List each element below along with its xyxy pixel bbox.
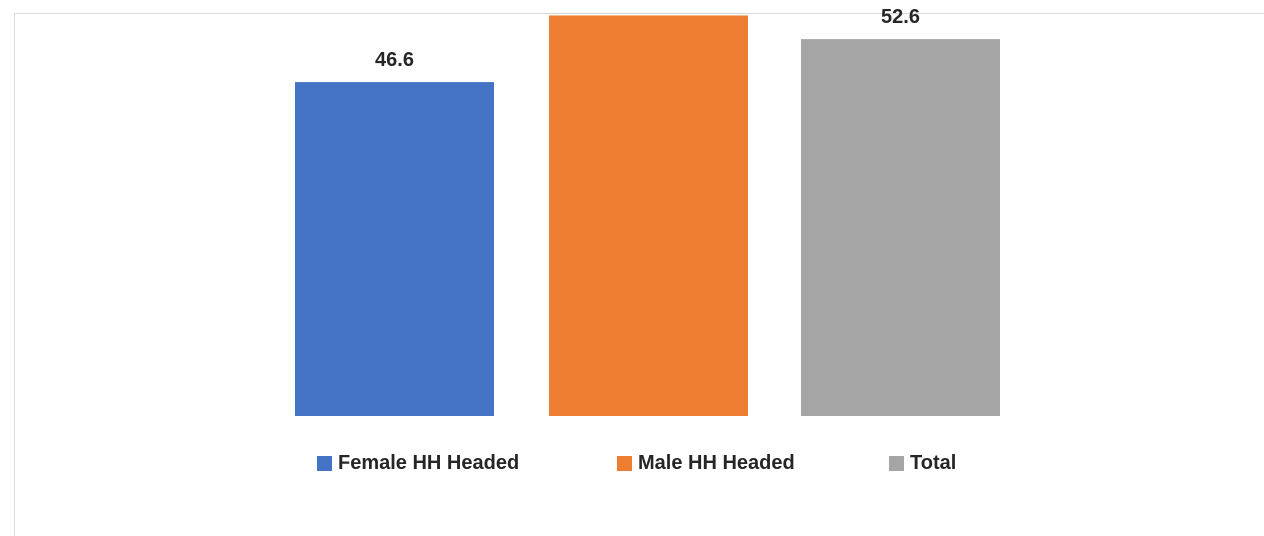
bar-chart: 46.6 55.9 52.6: [295, 0, 1000, 417]
legend-item-total: Total: [889, 452, 956, 475]
legend-label-male: Male HH Headed: [638, 452, 795, 474]
legend-label-female: Female HH Headed: [338, 452, 520, 474]
legend-item-male: Male HH Headed: [617, 452, 795, 475]
data-label-female: 46.6: [375, 49, 414, 71]
chart-frame: [14, 13, 1264, 536]
legend-swatch-total: [889, 456, 904, 471]
legend-swatch-male: [617, 456, 632, 471]
legend-item-female: Female HH Headed: [317, 452, 519, 475]
data-label-male: 55.9: [629, 0, 668, 4]
bar-male: [549, 15, 748, 416]
bar-total: [801, 39, 1000, 417]
data-label-total: 52.6: [881, 6, 920, 28]
legend: Female HH Headed Male HH Headed Total: [0, 452, 1264, 478]
legend-label-total: Total: [910, 452, 957, 474]
bar-female: [295, 82, 494, 417]
legend-swatch-female: [317, 456, 332, 471]
